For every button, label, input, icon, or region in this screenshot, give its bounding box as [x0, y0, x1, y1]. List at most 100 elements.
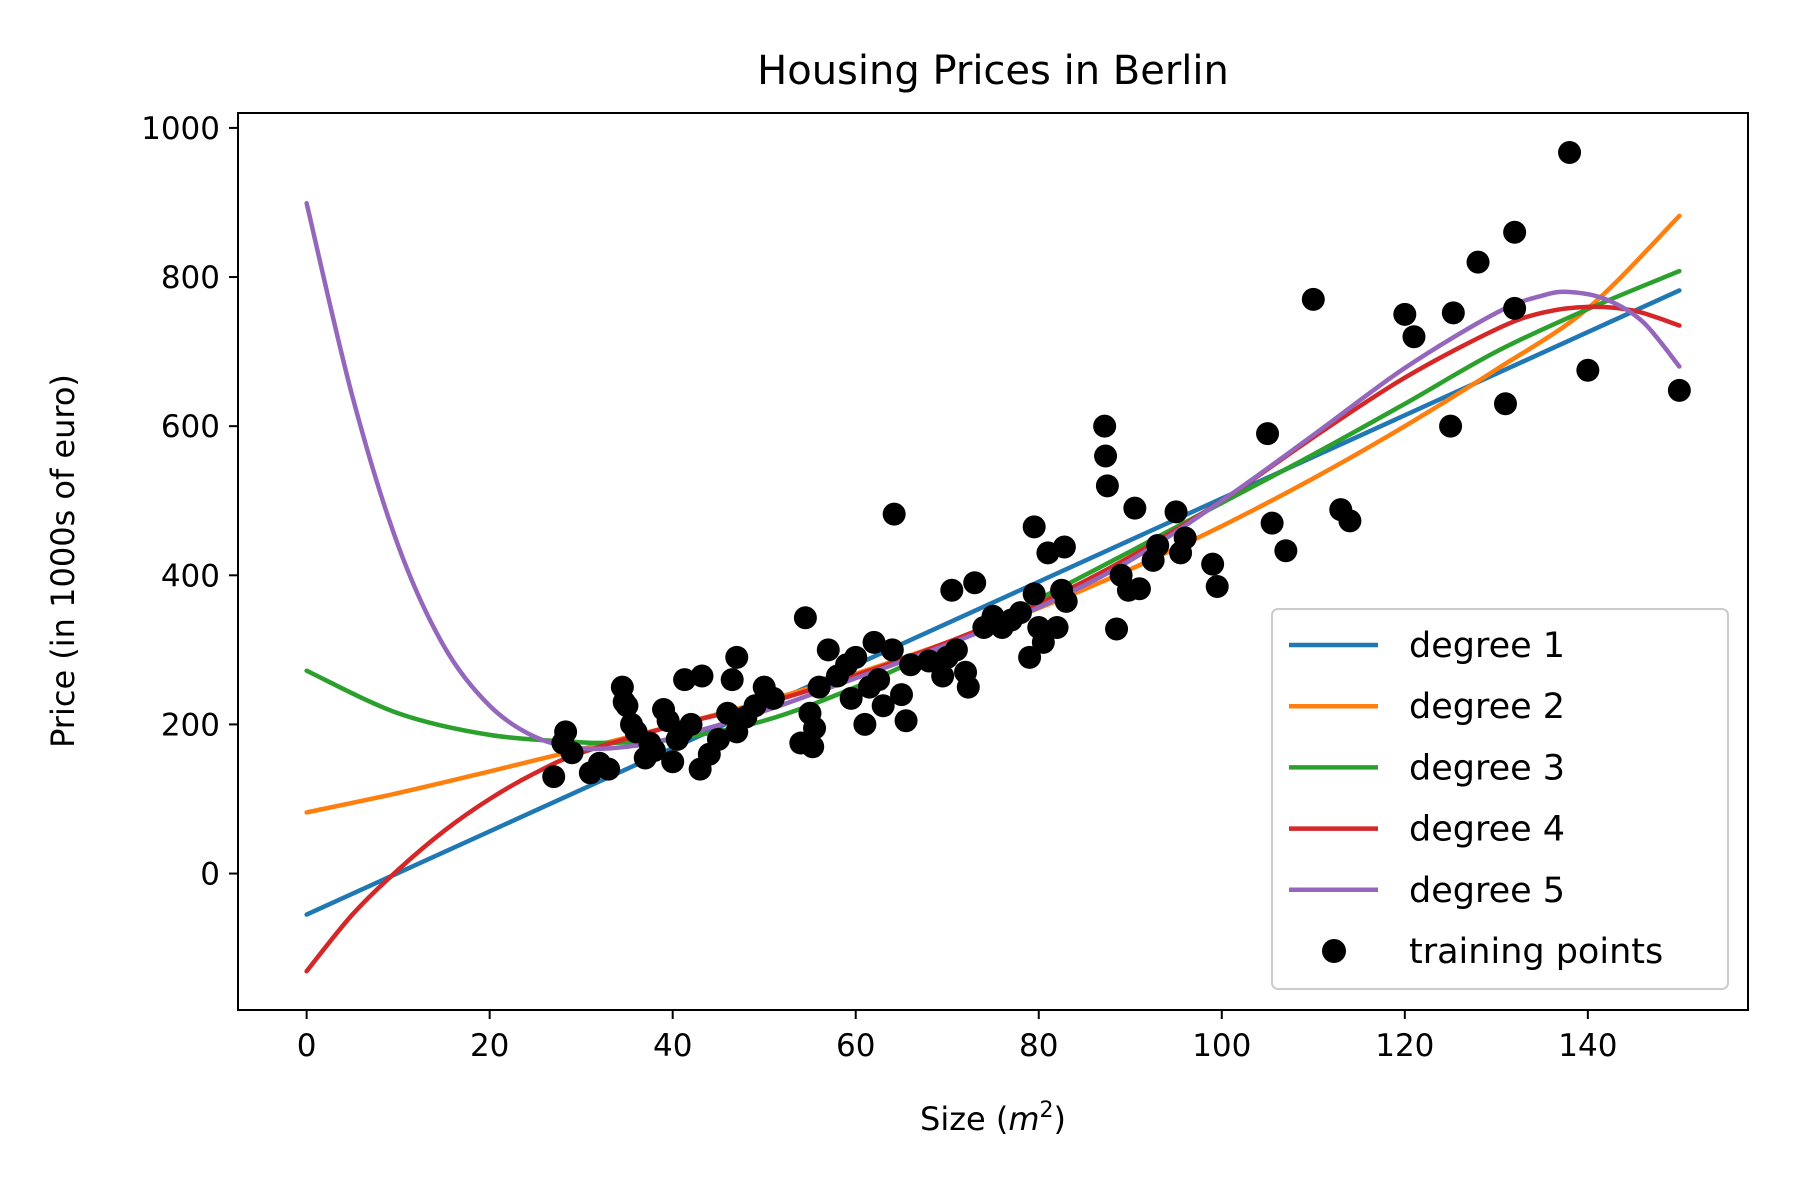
training-point — [862, 630, 886, 654]
training-point — [1201, 552, 1225, 576]
training-point — [1256, 422, 1280, 446]
training-point — [1558, 141, 1582, 165]
legend-label: degree 4 — [1409, 810, 1565, 850]
y-axis-ticks: 0 200 400 600 800 1000 — [141, 111, 238, 893]
x-axis-label-sup: 2 — [1040, 1098, 1054, 1123]
x-tick-label: 40 — [653, 1028, 692, 1064]
training-point — [1105, 617, 1129, 641]
x-axis-label-text: Size ( — [920, 1100, 1008, 1138]
training-point — [1503, 296, 1527, 320]
training-point — [807, 675, 831, 699]
y-tick-label: 800 — [161, 260, 220, 296]
training-point — [706, 727, 730, 751]
training-point — [1022, 515, 1046, 539]
x-tick-label: 100 — [1192, 1028, 1251, 1064]
training-point — [839, 686, 863, 710]
training-point — [963, 571, 987, 595]
y-axis-label: Price (in 1000s of euro) — [44, 374, 82, 748]
training-point — [1338, 509, 1362, 533]
series-line-degree-4 — [304, 304, 1682, 974]
training-point — [1466, 250, 1490, 274]
training-point — [816, 638, 840, 662]
training-point — [889, 683, 913, 707]
training-point — [542, 765, 566, 789]
training-point — [1164, 500, 1188, 524]
training-point — [1205, 574, 1229, 598]
training-point — [661, 750, 685, 774]
training-point — [720, 668, 744, 692]
training-point — [716, 701, 740, 725]
legend-label: training points — [1409, 932, 1663, 972]
x-tick-label: 120 — [1375, 1028, 1434, 1064]
training-point — [725, 645, 749, 669]
x-axis-ticks: 0 20 40 60 80 100 120 140 — [297, 1010, 1617, 1064]
training-point — [871, 694, 895, 718]
training-point — [1018, 645, 1042, 669]
y-tick-label: 600 — [161, 409, 220, 445]
x-tick-label: 20 — [470, 1028, 509, 1064]
y-tick-label: 1000 — [141, 111, 220, 147]
training-point — [1052, 535, 1076, 559]
training-point — [1146, 533, 1170, 557]
training-point — [882, 502, 906, 526]
legend-label: degree 2 — [1409, 687, 1565, 727]
training-point — [1123, 496, 1147, 520]
training-point — [1441, 301, 1465, 325]
series-line-degree-5 — [304, 200, 1682, 752]
series-line-degree-1 — [304, 288, 1682, 917]
x-axis-label: Size (m2) — [920, 1098, 1066, 1138]
training-point — [956, 675, 980, 699]
y-tick-label: 400 — [161, 558, 220, 594]
training-point — [743, 694, 767, 718]
training-point — [761, 686, 785, 710]
legend-frame — [1271, 608, 1729, 990]
training-point — [679, 712, 703, 736]
chart-title: Housing Prices in Berlin — [757, 48, 1229, 94]
training-point — [615, 694, 639, 718]
training-point — [931, 664, 955, 688]
training-point — [560, 741, 584, 765]
x-axis-label-tail: ) — [1054, 1100, 1066, 1138]
x-axis-label-var: m — [1008, 1100, 1039, 1138]
training-point — [1393, 302, 1417, 326]
plot-frame — [237, 112, 1749, 1011]
training-point — [917, 649, 941, 673]
x-tick-label: 0 — [297, 1028, 317, 1064]
training-point — [1439, 414, 1463, 438]
legend-swatch — [1322, 939, 1346, 963]
scatter-layer — [542, 141, 1691, 789]
training-point — [801, 735, 825, 759]
x-tick-label: 80 — [1019, 1028, 1058, 1064]
y-tick-label: 0 — [200, 857, 220, 893]
legend-label: degree 3 — [1409, 748, 1565, 788]
training-point — [1031, 630, 1055, 654]
training-point — [673, 668, 697, 692]
training-point — [1503, 220, 1527, 244]
y-tick-label: 200 — [161, 707, 220, 743]
training-point — [1274, 539, 1298, 563]
x-tick-label: 60 — [836, 1028, 875, 1064]
training-point — [880, 638, 904, 662]
training-point — [803, 716, 827, 740]
training-point — [690, 664, 714, 688]
training-point — [793, 606, 817, 630]
training-point — [867, 668, 891, 692]
training-point — [1260, 511, 1284, 535]
training-point — [1127, 577, 1151, 601]
training-point — [1667, 378, 1691, 402]
training-point — [642, 739, 666, 763]
training-point — [944, 638, 968, 662]
training-point — [597, 757, 621, 781]
training-point — [894, 709, 918, 733]
training-point — [1045, 615, 1069, 639]
training-point — [1402, 325, 1426, 349]
training-point — [1576, 358, 1600, 382]
training-point — [844, 645, 868, 669]
training-point — [1093, 414, 1117, 438]
x-tick-label: 140 — [1558, 1028, 1617, 1064]
training-point — [1054, 589, 1078, 613]
training-point — [940, 578, 964, 602]
training-point — [1301, 287, 1325, 311]
legend-label: degree 5 — [1409, 871, 1565, 911]
training-point — [1008, 601, 1032, 625]
